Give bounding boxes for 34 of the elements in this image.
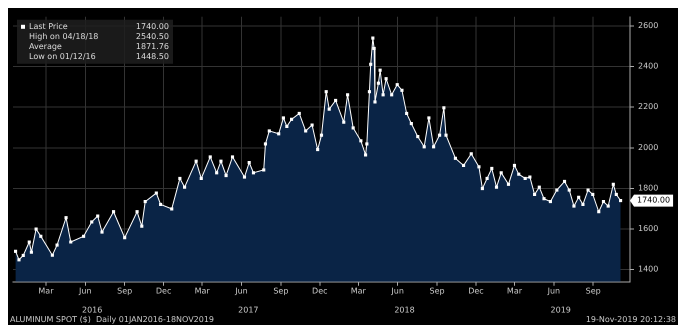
x-tick-label: Dec xyxy=(468,286,484,296)
x-tick-label: Dec xyxy=(156,286,172,296)
x-tick-label: Sep xyxy=(117,286,132,296)
x-tick-label: Jun xyxy=(78,286,92,296)
y-tick-label: 2200 xyxy=(638,102,658,112)
text: 1740.00 xyxy=(136,22,169,31)
x2-tick-label: 2016 xyxy=(82,305,102,314)
y-tick-label: 1600 xyxy=(638,224,658,234)
x2-tick-label: 2017 xyxy=(238,305,259,314)
x2-tick-label: 2019 xyxy=(550,305,571,314)
x-tick-label: Mar xyxy=(350,286,367,296)
x-tick-label: Sep xyxy=(273,286,288,296)
x-tick-label: Mar xyxy=(506,286,523,296)
y-tick-label: 1800 xyxy=(638,183,658,192)
y-tick-label: 2600 xyxy=(638,21,658,30)
legend-label: Last Price xyxy=(29,22,68,31)
text: High on 04/18/18 2540.50 xyxy=(29,32,169,41)
text: ALUMINUM SPOT ($) Daily 01JAN2016-18NOV2019 xyxy=(10,315,214,324)
x-tick-label: Sep xyxy=(586,286,601,296)
x-tick-label: Jun xyxy=(234,286,248,296)
x-tick-label: Dec xyxy=(312,286,328,296)
text: Average 1871.76 xyxy=(29,42,169,51)
y-tick-label: 2400 xyxy=(638,62,658,71)
x-tick-label: Sep xyxy=(429,286,445,296)
y-tick-label: 2000 xyxy=(638,142,658,152)
annotation: 1740.00 xyxy=(637,196,670,205)
x2-tick-label: 2018 xyxy=(394,305,415,314)
y-tick-label: 1400 xyxy=(638,264,658,274)
x-tick-label: Jun xyxy=(390,286,404,296)
text: Low on 01/12/16 1448.50 xyxy=(29,52,169,61)
text: 19-Nov-2019 20:12:38 xyxy=(586,315,676,324)
x-tick-label: Mar xyxy=(38,286,54,296)
x-tick-label: Jun xyxy=(546,286,560,296)
x-tick-label: Mar xyxy=(194,286,210,296)
